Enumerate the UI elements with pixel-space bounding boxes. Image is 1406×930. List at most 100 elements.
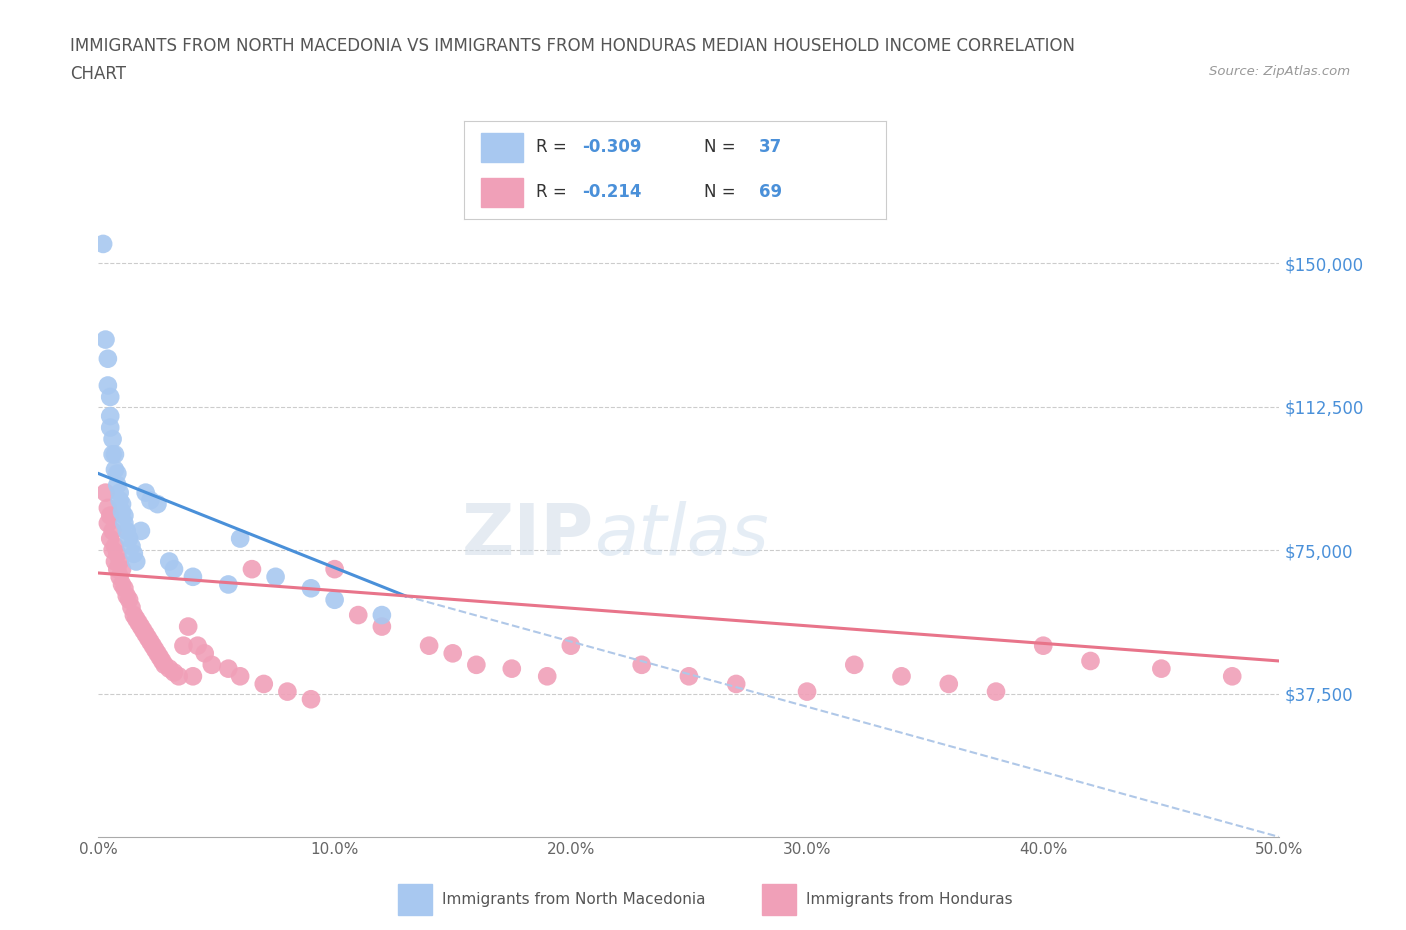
Text: N =: N = [704, 139, 741, 156]
Text: CHART: CHART [70, 65, 127, 83]
Text: -0.309: -0.309 [582, 139, 641, 156]
Point [101, 524, 124, 538]
Point [105, 562, 128, 577]
Point [240, 562, 263, 577]
Point [890, 669, 912, 684]
Point [146, 497, 169, 512]
Point [101, 542, 124, 557]
Text: Immigrants from North Macedonia: Immigrants from North Macedonia [441, 892, 706, 908]
Point [98, 531, 121, 546]
Text: atlas: atlas [595, 501, 769, 570]
Point [125, 554, 148, 569]
Point [98, 390, 121, 405]
Point [844, 658, 866, 672]
Point [111, 562, 134, 577]
Text: -0.214: -0.214 [582, 183, 641, 201]
Point [136, 631, 159, 645]
Point [129, 619, 152, 634]
Point [101, 432, 124, 446]
Point [111, 577, 134, 591]
Point [299, 581, 322, 596]
Point [1220, 669, 1243, 684]
Bar [481, 133, 523, 162]
Point [146, 646, 169, 661]
Point [118, 592, 141, 607]
Point [678, 669, 700, 684]
Point [181, 569, 204, 584]
Point [465, 658, 488, 672]
Point [187, 638, 209, 653]
Point [253, 676, 276, 691]
Point [172, 638, 194, 653]
Point [143, 642, 166, 657]
Point [108, 569, 131, 584]
Point [217, 577, 239, 591]
Point [94, 332, 117, 347]
Point [299, 692, 322, 707]
Text: Immigrants from Honduras: Immigrants from Honduras [806, 892, 1012, 908]
Point [560, 638, 582, 653]
Point [501, 661, 523, 676]
Point [111, 497, 134, 512]
Point [149, 650, 172, 665]
Point [153, 658, 176, 672]
Point [157, 661, 180, 676]
Bar [762, 884, 796, 915]
Point [157, 554, 180, 569]
Point [181, 669, 204, 684]
Point [121, 538, 143, 553]
Bar [398, 884, 433, 915]
Point [536, 669, 558, 684]
Text: R =: R = [536, 183, 572, 201]
Point [105, 547, 128, 562]
Point [104, 447, 127, 462]
Point [371, 607, 394, 622]
Point [347, 607, 370, 622]
Point [163, 665, 186, 680]
Point [111, 504, 134, 519]
Point [97, 379, 120, 393]
Point [229, 531, 252, 546]
Point [1150, 661, 1173, 676]
Point [98, 420, 121, 435]
Point [177, 619, 200, 634]
Point [276, 684, 298, 699]
Point [1032, 638, 1054, 653]
Point [118, 531, 141, 546]
Point [97, 516, 120, 531]
Point [98, 508, 121, 523]
Point [201, 658, 224, 672]
Point [323, 562, 346, 577]
Text: 37: 37 [759, 139, 783, 156]
Point [115, 589, 138, 604]
Text: Source: ZipAtlas.com: Source: ZipAtlas.com [1209, 65, 1350, 78]
Point [91, 236, 114, 251]
Point [132, 623, 155, 638]
Point [104, 538, 127, 553]
Point [112, 508, 135, 523]
Text: R =: R = [536, 139, 572, 156]
Point [1080, 654, 1102, 669]
Point [163, 562, 186, 577]
Point [938, 676, 960, 691]
Point [796, 684, 818, 699]
Point [135, 485, 157, 500]
Point [108, 554, 131, 569]
Point [441, 646, 464, 661]
Point [167, 669, 190, 684]
Point [725, 676, 748, 691]
Point [150, 654, 173, 669]
Point [104, 462, 127, 477]
Text: N =: N = [704, 183, 741, 201]
Point [98, 408, 121, 423]
Point [139, 634, 162, 649]
Point [97, 352, 120, 366]
Bar [481, 178, 523, 206]
Point [112, 516, 135, 531]
Point [630, 658, 652, 672]
Point [217, 661, 239, 676]
Text: IMMIGRANTS FROM NORTH MACEDONIA VS IMMIGRANTS FROM HONDURAS MEDIAN HOUSEHOLD INC: IMMIGRANTS FROM NORTH MACEDONIA VS IMMIG… [70, 37, 1076, 55]
Point [264, 569, 287, 584]
Point [229, 669, 252, 684]
Point [128, 616, 150, 631]
